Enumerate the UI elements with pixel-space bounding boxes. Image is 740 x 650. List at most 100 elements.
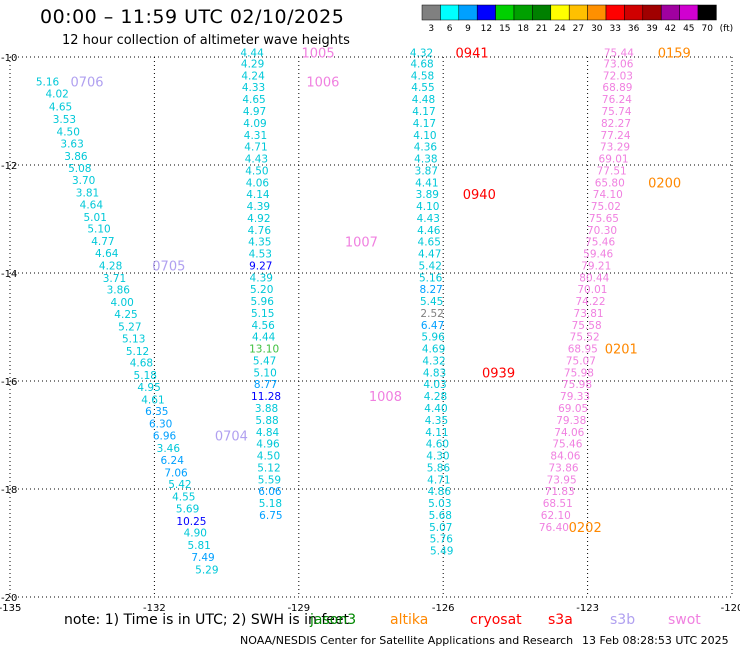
wave-height-point: 73.81 bbox=[574, 308, 604, 320]
wave-height-point: 4.28 bbox=[424, 391, 447, 403]
wave-height-point: 5.47 bbox=[253, 355, 276, 367]
wave-height-point: 4.83 bbox=[423, 367, 446, 379]
colorbar-swatch bbox=[440, 4, 460, 21]
wave-height-point: 4.46 bbox=[417, 225, 441, 237]
wave-height-point: 5.96 bbox=[421, 332, 445, 344]
wave-height-point: 5.88 bbox=[255, 415, 278, 427]
wave-height-point: 4.39 bbox=[250, 272, 273, 284]
mission-label-swot: swot bbox=[668, 612, 701, 628]
colorbar-swatch bbox=[642, 4, 662, 21]
wave-height-point: 3.63 bbox=[60, 138, 83, 150]
colorbar-swatch bbox=[587, 4, 607, 21]
wave-height-point: 4.97 bbox=[243, 106, 266, 118]
wave-height-point: 5.10 bbox=[253, 367, 276, 379]
wave-height-point: 6.06 bbox=[258, 486, 282, 498]
wave-height-point: 4.24 bbox=[241, 70, 265, 82]
mission-label-s3b: s3b bbox=[610, 612, 636, 628]
wave-height-point: 4.71 bbox=[244, 142, 267, 154]
x-tick-label: -123 bbox=[576, 603, 599, 614]
pass-time-label: 0200 bbox=[648, 176, 681, 191]
wave-height-point: 3.53 bbox=[53, 114, 76, 126]
wave-height-point: 76.40 bbox=[539, 522, 569, 534]
colorbar-swatch bbox=[550, 4, 570, 21]
wave-height-point: 79.33 bbox=[560, 391, 590, 403]
timestamp-text: 13 Feb 08:28:53 UTC 2025 bbox=[582, 634, 729, 647]
wave-height-point: 5.29 bbox=[195, 564, 218, 576]
wave-height-point: 5.13 bbox=[122, 333, 145, 345]
colorbar-swatch bbox=[458, 4, 478, 21]
wave-height-point: 4.30 bbox=[426, 451, 449, 463]
pass-time-label: 1005 bbox=[302, 47, 335, 62]
wave-height-point: 5.10 bbox=[87, 224, 110, 236]
pass-time-label: 0704 bbox=[215, 430, 248, 445]
wave-height-point: 4.84 bbox=[256, 427, 280, 439]
colorbar-swatch bbox=[513, 4, 533, 21]
wave-height-point: 79.21 bbox=[581, 260, 611, 272]
wave-height-point: 65.80 bbox=[595, 177, 625, 189]
wave-height-point: 4.60 bbox=[426, 439, 449, 451]
page-title: 00:00 – 11:59 UTC 02/10/2025 bbox=[40, 6, 345, 28]
colorbar-swatch bbox=[624, 4, 644, 21]
wave-height-point: 4.56 bbox=[251, 320, 275, 332]
wave-height-point: 74.22 bbox=[575, 296, 605, 308]
wave-height-point: 6.47 bbox=[421, 320, 444, 332]
colorbar-tick-label: 18 bbox=[517, 24, 529, 34]
wave-height-point: 75.98 bbox=[562, 379, 592, 391]
colorbar-swatch bbox=[605, 4, 625, 21]
wave-height-point: 4.11 bbox=[425, 427, 448, 439]
wave-height-point: 5.76 bbox=[430, 534, 454, 546]
wave-height-point: 70.01 bbox=[577, 284, 607, 296]
wave-height-point: 5.42 bbox=[419, 260, 442, 272]
colorbar-swatch bbox=[495, 4, 515, 21]
wave-height-point: 5.86 bbox=[427, 462, 451, 474]
wave-height-point: 4.61 bbox=[141, 394, 164, 406]
wave-height-point: 4.65 bbox=[242, 94, 265, 106]
y-tick-label: -16 bbox=[1, 377, 17, 388]
wave-height-point: 4.28 bbox=[99, 260, 122, 272]
y-tick-label: -14 bbox=[1, 269, 17, 280]
y-tick-label: -18 bbox=[1, 485, 17, 496]
wave-height-point: 6.35 bbox=[145, 406, 168, 418]
wave-height-point: 5.27 bbox=[118, 321, 141, 333]
pass-time-label: 0705 bbox=[152, 259, 185, 274]
wave-height-point: 4.55 bbox=[172, 492, 195, 504]
mission-label-altika: altika bbox=[390, 612, 429, 628]
wave-height-point: 4.33 bbox=[242, 82, 265, 94]
wave-height-point: 6.30 bbox=[149, 419, 172, 431]
wave-height-point: 4.25 bbox=[114, 309, 137, 321]
wave-height-point: 4.38 bbox=[414, 154, 437, 166]
pass-time-label: 0202 bbox=[569, 521, 602, 536]
wave-height-point: 4.10 bbox=[416, 201, 439, 213]
wave-height-point: 5.68 bbox=[429, 510, 452, 522]
wave-height-point: 3.70 bbox=[72, 175, 95, 187]
wave-height-point: 4.17 bbox=[413, 118, 436, 130]
wave-height-point: 4.77 bbox=[91, 236, 114, 248]
wave-height-point: 4.00 bbox=[110, 297, 133, 309]
wave-height-point: 80.44 bbox=[579, 272, 609, 284]
wave-height-point: 7.06 bbox=[164, 467, 188, 479]
colorbar-swatch bbox=[532, 4, 552, 21]
wave-height-point: 4.31 bbox=[244, 130, 267, 142]
wave-height-point: 3.81 bbox=[76, 188, 99, 200]
wave-height-point: 5.08 bbox=[68, 163, 91, 175]
wave-height-point: 71.83 bbox=[545, 486, 575, 498]
wave-height-point: 5.42 bbox=[168, 479, 191, 491]
colorbar-tick-label: 30 bbox=[591, 24, 603, 34]
wave-height-point: 4.50 bbox=[257, 451, 280, 463]
wave-height-point: 4.68 bbox=[410, 58, 433, 70]
wave-height-point: 79.38 bbox=[556, 415, 586, 427]
wave-height-point: 4.14 bbox=[246, 189, 270, 201]
wave-height-point: 9.27 bbox=[249, 260, 272, 272]
data-points: 5.164.024.653.534.503.633.865.083.703.81… bbox=[36, 48, 634, 577]
wave-height-point: 4.69 bbox=[422, 344, 445, 356]
wave-height-point: 4.64 bbox=[80, 199, 104, 211]
pass-time-label: 0706 bbox=[70, 75, 103, 90]
wave-height-point: 6.24 bbox=[161, 455, 185, 467]
wave-height-point: 3.86 bbox=[64, 151, 88, 163]
pass-time-label: 1006 bbox=[306, 75, 339, 90]
wave-height-point: 4.06 bbox=[246, 177, 270, 189]
wave-height-point: 4.32 bbox=[410, 48, 433, 60]
wave-height-point: 75.07 bbox=[566, 355, 596, 367]
wave-height-point: 77.24 bbox=[600, 130, 630, 142]
y-tick-label: -20 bbox=[1, 593, 17, 604]
